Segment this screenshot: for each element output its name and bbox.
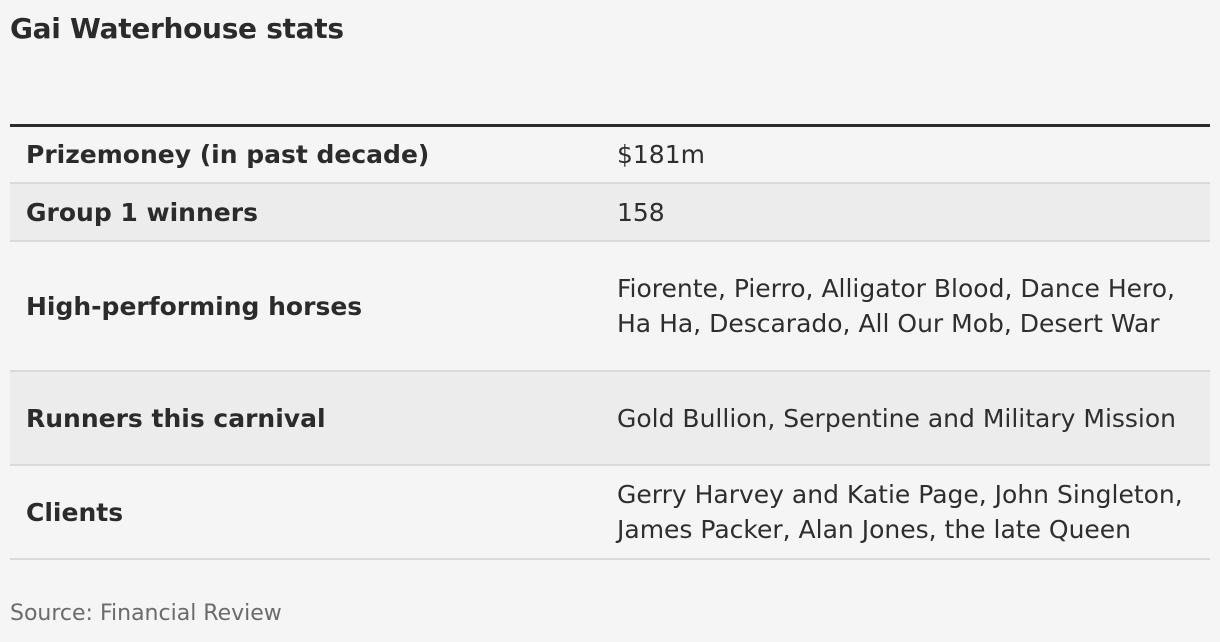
row-label: Runners this carnival bbox=[10, 371, 617, 466]
row-value: 158 bbox=[617, 183, 1210, 242]
row-value: Gold Bullion, Serpentine and Military Mi… bbox=[617, 371, 1210, 466]
row-value: $181m bbox=[617, 125, 1210, 184]
row-label: High-performing horses bbox=[10, 241, 617, 372]
table-row: Prizemoney (in past decade) $181m bbox=[10, 125, 1210, 184]
table-row: High-performing horses Fiorente, Pierro,… bbox=[10, 241, 1210, 372]
stats-table: Prizemoney (in past decade) $181m Group … bbox=[10, 124, 1210, 560]
row-label: Prizemoney (in past decade) bbox=[10, 125, 617, 184]
row-value: Gerry Harvey and Katie Page, John Single… bbox=[617, 465, 1210, 560]
page-title: Gai Waterhouse stats bbox=[10, 12, 344, 45]
table-row: Group 1 winners 158 bbox=[10, 183, 1210, 242]
source-note: Source: Financial Review bbox=[10, 601, 282, 626]
table-row: Runners this carnival Gold Bullion, Serp… bbox=[10, 371, 1210, 466]
row-label: Clients bbox=[10, 465, 617, 560]
table-row: Clients Gerry Harvey and Katie Page, Joh… bbox=[10, 465, 1210, 560]
row-value: Fiorente, Pierro, Alligator Blood, Dance… bbox=[617, 241, 1210, 372]
row-label: Group 1 winners bbox=[10, 183, 617, 242]
